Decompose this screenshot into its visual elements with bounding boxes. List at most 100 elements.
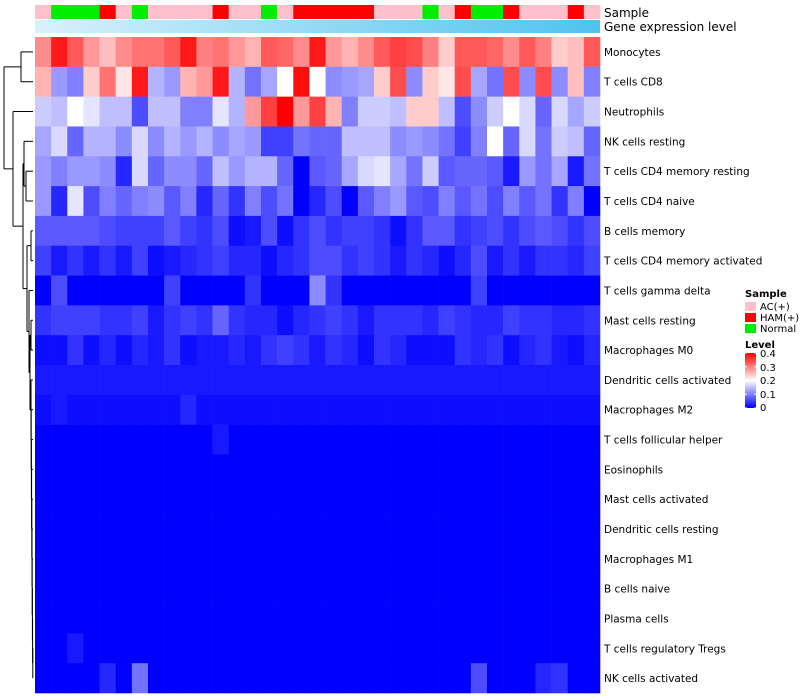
heatmap-cell (277, 186, 294, 217)
heatmap-cell (115, 215, 133, 247)
heatmap-cell (551, 394, 569, 425)
heatmap-cell (325, 424, 343, 455)
heatmap-cell (422, 424, 439, 455)
heatmap-cell (519, 454, 536, 485)
heatmap-cell (535, 66, 552, 97)
heatmap-cell (131, 156, 149, 187)
heatmap-cell (99, 37, 117, 68)
heatmap-cell (228, 186, 246, 217)
heatmap-cell (196, 603, 213, 634)
heatmap-cell (519, 365, 536, 396)
heatmap-cell (567, 245, 585, 276)
heatmap-cell (454, 335, 472, 366)
heatmap-cell (309, 126, 326, 157)
heatmap-cell (99, 514, 117, 545)
heatmap-cell (83, 573, 100, 604)
heatmap-cell (67, 424, 84, 455)
heatmap-cell (357, 186, 375, 217)
heatmap-cell (374, 37, 391, 68)
heatmap-cell (51, 66, 68, 97)
heatmap-cell (454, 543, 472, 575)
heatmap-cell (131, 245, 149, 276)
heatmap-cell (212, 186, 230, 217)
heatmap-cell (470, 424, 488, 455)
heatmap-cell (99, 186, 117, 217)
heatmap-cell (131, 126, 149, 157)
sample-annotation-cell (535, 5, 552, 19)
sample-annotation-cell (325, 5, 343, 19)
heatmap-cell (212, 663, 230, 694)
heatmap-cell (390, 365, 407, 396)
heatmap-cell (277, 603, 294, 634)
heatmap-cell (196, 66, 213, 97)
heatmap-cell (309, 245, 326, 276)
heatmap-cell (454, 633, 472, 664)
heatmap-cell (325, 305, 343, 336)
heatmap-cell (535, 424, 552, 455)
heatmap-cell (293, 215, 310, 247)
level-legend-title: Level (745, 340, 775, 351)
row-label: Eosinophils (604, 464, 663, 476)
heatmap-cell (470, 454, 488, 485)
heatmap-cell (196, 305, 213, 336)
heatmap-cell (309, 365, 326, 396)
heatmap-cell (164, 156, 181, 187)
heatmap-cell (164, 484, 181, 515)
sample-legend: Sample AC(+) HAM(+) Normal (745, 289, 799, 335)
heatmap-cell (164, 573, 181, 604)
sample-annotation-cell (148, 5, 165, 19)
heatmap-cell (67, 335, 84, 366)
heatmap-cell (551, 424, 569, 455)
heatmap-cell (438, 543, 456, 575)
sample-annotation-cell (164, 5, 181, 19)
heatmap-cell (357, 335, 375, 366)
heatmap-cell (390, 424, 407, 455)
heatmap-cell (212, 365, 230, 396)
heatmap-cell (180, 186, 197, 217)
heatmap-cell (519, 514, 536, 545)
heatmap-cell (422, 186, 439, 217)
heatmap-cell (551, 603, 569, 634)
heatmap-cell (99, 573, 117, 604)
heatmap-cell (131, 394, 149, 425)
heatmap-cell (196, 663, 213, 694)
heatmap-cell (487, 245, 504, 276)
heatmap-cell (35, 365, 52, 396)
heatmap-cell (99, 633, 117, 664)
heatmap-cell (438, 603, 456, 634)
heatmap-cell (374, 424, 391, 455)
heatmap-cell (341, 424, 359, 455)
heatmap-cell (438, 573, 456, 604)
heatmap-cell (374, 126, 391, 157)
heatmap-cell (503, 66, 520, 97)
heatmap-cell (180, 126, 197, 157)
row-label: T cells CD4 memory resting (603, 166, 750, 178)
heatmap-cell (261, 454, 278, 485)
heatmap-cell (67, 275, 84, 306)
heatmap-cell (551, 365, 569, 396)
heatmap-cell (567, 543, 585, 575)
heatmap-cell (535, 454, 552, 485)
row-labels: Monocytes T cells CD8 Neutrophils NK cells … (603, 47, 762, 685)
sample-annotation-cell (503, 5, 520, 19)
heatmap-cell (309, 573, 326, 604)
heatmap-cell (454, 454, 472, 485)
heatmap-cell (309, 305, 326, 336)
heatmap-cell (261, 365, 278, 396)
heatmap-cell (551, 245, 569, 276)
row-label: Monocytes (604, 47, 661, 59)
heatmap-cell (51, 543, 68, 575)
heatmap-cell (357, 603, 375, 634)
heatmap-cell (519, 305, 536, 336)
heatmap-cell (406, 633, 423, 664)
heatmap-cell (438, 663, 456, 694)
heatmap-cell (470, 663, 488, 694)
heatmap-cell (503, 514, 520, 545)
heatmap-cell (503, 37, 520, 68)
heatmap-cell (196, 96, 213, 127)
heatmap-cell (277, 275, 294, 306)
heatmap-cell (180, 543, 197, 575)
heatmap-cell (422, 603, 439, 634)
heatmap-cell (503, 335, 520, 366)
heatmap-cell (422, 275, 439, 306)
